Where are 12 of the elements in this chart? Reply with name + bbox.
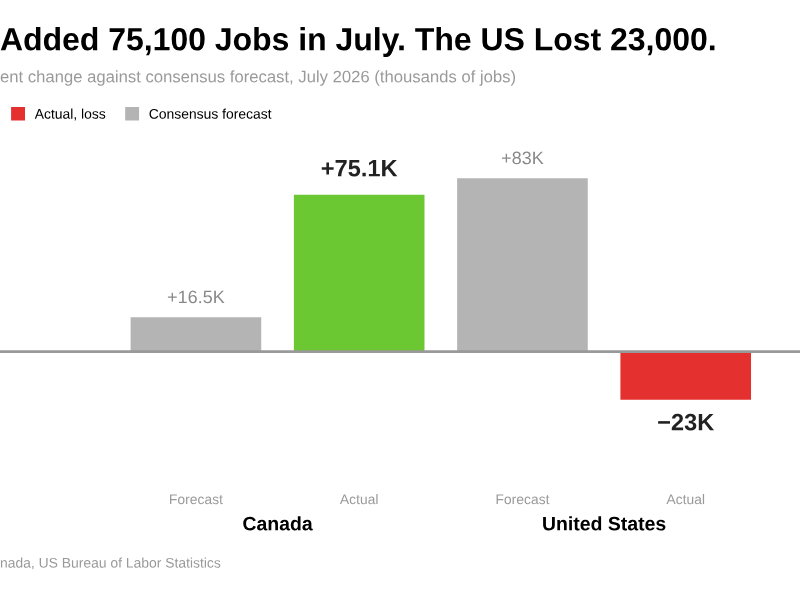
chart-subtitle: ent change against consensus forecast, July 2026 (thousands of jobs) [0,70,516,86]
bar [620,351,752,400]
data-label: +16.5K [167,290,225,304]
data-label: −23K [658,413,715,431]
data-label: +83K [502,151,544,165]
chart-title: Added 75,100 Jobs in July. The US Lost 23,000. [0,27,715,57]
bar [130,317,262,352]
bar [457,178,588,352]
data-label: +75.1K [321,160,398,177]
text: United States [543,516,666,531]
text: Canada [243,516,313,531]
bar [293,194,425,352]
